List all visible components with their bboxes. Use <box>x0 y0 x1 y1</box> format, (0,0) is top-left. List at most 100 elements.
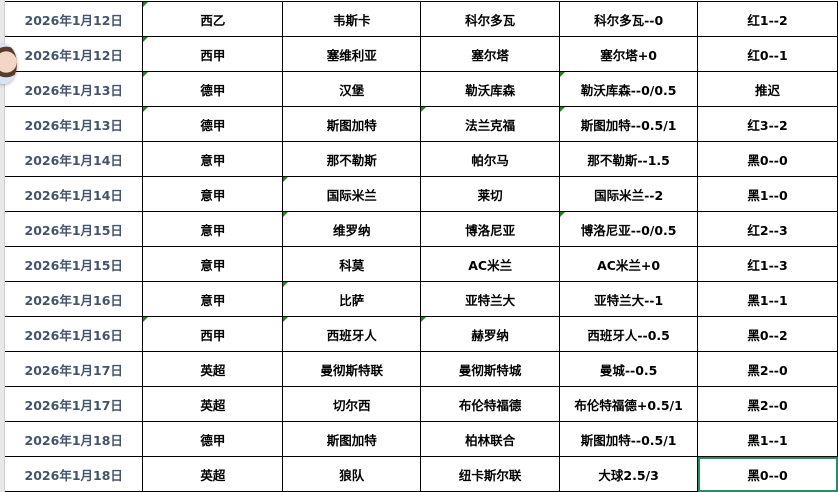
date-cell[interactable]: 2026年1月15日 <box>5 211 144 247</box>
away-cell[interactable]: 曼彻斯特城 <box>420 351 561 387</box>
away-cell[interactable]: 亚特兰大 <box>420 281 561 317</box>
handicap-cell[interactable]: AC米兰+0 <box>559 246 699 282</box>
date-cell[interactable]: 2026年1月14日 <box>5 141 144 177</box>
table-row: 2026年1月13日 德甲 汉堡 勒沃库森 勒沃库森--0/0.5 推迟 <box>5 71 838 107</box>
date-cell[interactable]: 2026年1月12日 <box>5 36 144 72</box>
home-cell[interactable]: 西班牙人 <box>282 316 422 352</box>
result-cell[interactable]: 推迟 <box>697 71 838 107</box>
league-cell[interactable]: 意甲 <box>142 211 284 247</box>
assistant-avatar-icon[interactable] <box>0 44 17 84</box>
home-cell[interactable]: 维罗纳 <box>282 211 422 247</box>
home-cell[interactable]: 那不勒斯 <box>282 141 422 177</box>
date-cell[interactable]: 2026年1月15日 <box>5 246 144 282</box>
away-cell[interactable]: 勒沃库森 <box>420 71 561 107</box>
handicap-cell[interactable]: 科尔多瓦--0 <box>559 1 699 37</box>
handicap-cell[interactable]: 曼城--0.5 <box>559 351 699 387</box>
home-cell[interactable]: 比萨 <box>282 281 422 317</box>
table-row: 2026年1月15日 意甲 维罗纳 博洛尼亚 博洛尼亚--0/0.5 红2--3 <box>5 211 838 247</box>
home-cell[interactable]: 斯图加特 <box>282 106 422 142</box>
table-row: 2026年1月18日 德甲 斯图加特 柏林联合 斯图加特--0.5/1 黑1--1 <box>5 421 838 457</box>
table-row: 2026年1月16日 西甲 西班牙人 赫罗纳 西班牙人--0.5 黑0--2 <box>5 316 838 352</box>
league-cell[interactable]: 英超 <box>142 386 284 422</box>
handicap-cell[interactable]: 博洛尼亚--0/0.5 <box>559 211 699 247</box>
home-cell[interactable]: 国际米兰 <box>282 176 422 212</box>
league-cell[interactable]: 西乙 <box>142 1 284 37</box>
away-cell[interactable]: 纽卡斯尔联 <box>420 456 561 492</box>
result-cell[interactable]: 黑1--0 <box>697 176 838 212</box>
table-row: 2026年1月13日 德甲 斯图加特 法兰克福 斯图加特--0.5/1 红3--2 <box>5 106 838 142</box>
date-cell[interactable]: 2026年1月13日 <box>5 71 144 107</box>
league-cell[interactable]: 德甲 <box>142 106 284 142</box>
league-cell[interactable]: 德甲 <box>142 71 284 107</box>
date-cell[interactable]: 2026年1月18日 <box>5 421 144 457</box>
away-cell[interactable]: 塞尔塔 <box>420 36 561 72</box>
table-row: 2026年1月17日 英超 切尔西 布伦特福德 布伦特福德+0.5/1 黑2--0 <box>5 386 838 422</box>
away-cell[interactable]: 柏林联合 <box>420 421 561 457</box>
league-cell[interactable]: 西甲 <box>142 36 284 72</box>
home-cell[interactable]: 曼彻斯特联 <box>282 351 422 387</box>
away-cell[interactable]: AC米兰 <box>420 246 561 282</box>
result-cell[interactable]: 黑2--0 <box>697 351 838 387</box>
spreadsheet-grid: 2026年1月12日 西乙 韦斯卡 科尔多瓦 科尔多瓦--0 红1--2 2026年1月12… <box>5 1 838 492</box>
result-cell[interactable]: 红1--3 <box>697 246 838 282</box>
table-row: 2026年1月12日 西乙 韦斯卡 科尔多瓦 科尔多瓦--0 红1--2 <box>5 1 838 37</box>
away-cell[interactable]: 赫罗纳 <box>420 316 561 352</box>
result-cell[interactable]: 黑0--2 <box>697 316 838 352</box>
table-row: 2026年1月16日 意甲 比萨 亚特兰大 亚特兰大--1 黑1--1 <box>5 281 838 317</box>
date-cell[interactable]: 2026年1月18日 <box>5 456 144 492</box>
league-cell[interactable]: 意甲 <box>142 176 284 212</box>
away-cell[interactable]: 帕尔马 <box>420 141 561 177</box>
table-row: 2026年1月14日 意甲 那不勒斯 帕尔马 那不勒斯--1.5 黑0--0 <box>5 141 838 177</box>
handicap-cell[interactable]: 塞尔塔+0 <box>559 36 699 72</box>
handicap-cell[interactable]: 布伦特福德+0.5/1 <box>559 386 699 422</box>
away-cell[interactable]: 科尔多瓦 <box>420 1 561 37</box>
date-cell[interactable]: 2026年1月13日 <box>5 106 144 142</box>
home-cell[interactable]: 切尔西 <box>282 386 422 422</box>
date-cell[interactable]: 2026年1月16日 <box>5 281 144 317</box>
date-cell[interactable]: 2026年1月17日 <box>5 351 144 387</box>
result-cell[interactable]: 红1--2 <box>697 1 838 37</box>
league-cell[interactable]: 意甲 <box>142 281 284 317</box>
table-row: 2026年1月14日 意甲 国际米兰 莱切 国际米兰--2 黑1--0 <box>5 176 838 212</box>
handicap-cell[interactable]: 大球2.5/3 <box>559 456 699 492</box>
result-cell[interactable]: 红3--2 <box>697 106 838 142</box>
result-cell[interactable]: 黑1--1 <box>697 421 838 457</box>
handicap-cell[interactable]: 斯图加特--0.5/1 <box>559 421 699 457</box>
league-cell[interactable]: 英超 <box>142 351 284 387</box>
table-row: 2026年1月17日 英超 曼彻斯特联 曼彻斯特城 曼城--0.5 黑2--0 <box>5 351 838 387</box>
league-cell[interactable]: 西甲 <box>142 316 284 352</box>
result-cell[interactable]: 黑0--0 <box>697 141 838 177</box>
date-cell[interactable]: 2026年1月17日 <box>5 386 144 422</box>
result-cell[interactable]: 黑2--0 <box>697 386 838 422</box>
league-cell[interactable]: 意甲 <box>142 246 284 282</box>
home-cell[interactable]: 韦斯卡 <box>282 1 422 37</box>
handicap-cell[interactable]: 勒沃库森--0/0.5 <box>559 71 699 107</box>
result-cell[interactable]: 黑0--0 <box>697 456 838 492</box>
result-cell[interactable]: 黑1--1 <box>697 281 838 317</box>
home-cell[interactable]: 狼队 <box>282 456 422 492</box>
result-cell[interactable]: 红2--3 <box>697 211 838 247</box>
away-cell[interactable]: 法兰克福 <box>420 106 561 142</box>
date-cell[interactable]: 2026年1月14日 <box>5 176 144 212</box>
away-cell[interactable]: 布伦特福德 <box>420 386 561 422</box>
home-cell[interactable]: 斯图加特 <box>282 421 422 457</box>
table-row: 2026年1月18日 英超 狼队 纽卡斯尔联 大球2.5/3 黑0--0 <box>5 456 838 492</box>
home-cell[interactable]: 汉堡 <box>282 71 422 107</box>
away-cell[interactable]: 博洛尼亚 <box>420 211 561 247</box>
handicap-cell[interactable]: 西班牙人--0.5 <box>559 316 699 352</box>
table-row: 2026年1月12日 西甲 塞维利亚 塞尔塔 塞尔塔+0 红0--1 <box>5 36 838 72</box>
handicap-cell[interactable]: 国际米兰--2 <box>559 176 699 212</box>
handicap-cell[interactable]: 亚特兰大--1 <box>559 281 699 317</box>
league-cell[interactable]: 意甲 <box>142 141 284 177</box>
home-cell[interactable]: 塞维利亚 <box>282 36 422 72</box>
away-cell[interactable]: 莱切 <box>420 176 561 212</box>
league-cell[interactable]: 德甲 <box>142 421 284 457</box>
league-cell[interactable]: 英超 <box>142 456 284 492</box>
row-header-strip <box>0 0 5 492</box>
date-cell[interactable]: 2026年1月12日 <box>5 1 144 37</box>
handicap-cell[interactable]: 那不勒斯--1.5 <box>559 141 699 177</box>
date-cell[interactable]: 2026年1月16日 <box>5 316 144 352</box>
home-cell[interactable]: 科莫 <box>282 246 422 282</box>
handicap-cell[interactable]: 斯图加特--0.5/1 <box>559 106 699 142</box>
result-cell[interactable]: 红0--1 <box>697 36 838 72</box>
